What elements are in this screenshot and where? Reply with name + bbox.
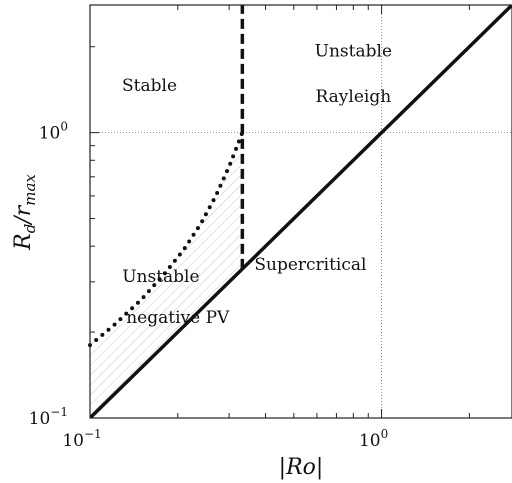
region-label: Rayleigh: [315, 87, 391, 107]
y-tick-label: 100: [39, 120, 68, 144]
x-tick-label: 100: [359, 427, 388, 451]
region-label: Stable: [122, 76, 177, 96]
dotted-curve-series: [88, 130, 245, 348]
region-label: Unstable: [315, 41, 392, 61]
y-tick-label: 10−1: [29, 405, 68, 429]
annotations: Stable Unstable Rayleigh Supercritical Unsta…: [122, 41, 392, 328]
hatched-region: [90, 132, 243, 418]
region-label: Supercritical: [254, 255, 366, 275]
region-label: Unstable: [122, 267, 199, 287]
plot-frame: [89, 4, 512, 419]
y-axis-label: Rd/rmax: [11, 174, 39, 251]
axis-titles: |Ro| Rd/rmax: [11, 174, 323, 480]
x-tick-label: 10−1: [62, 427, 101, 451]
region-label: negative PV: [126, 308, 230, 328]
plot-area: [88, 4, 512, 419]
solid-line-series: [90, 5, 512, 418]
x-axis-label: |Ro|: [279, 455, 324, 480]
axis-ticks: 10−1 100 10−1 100: [29, 5, 470, 451]
